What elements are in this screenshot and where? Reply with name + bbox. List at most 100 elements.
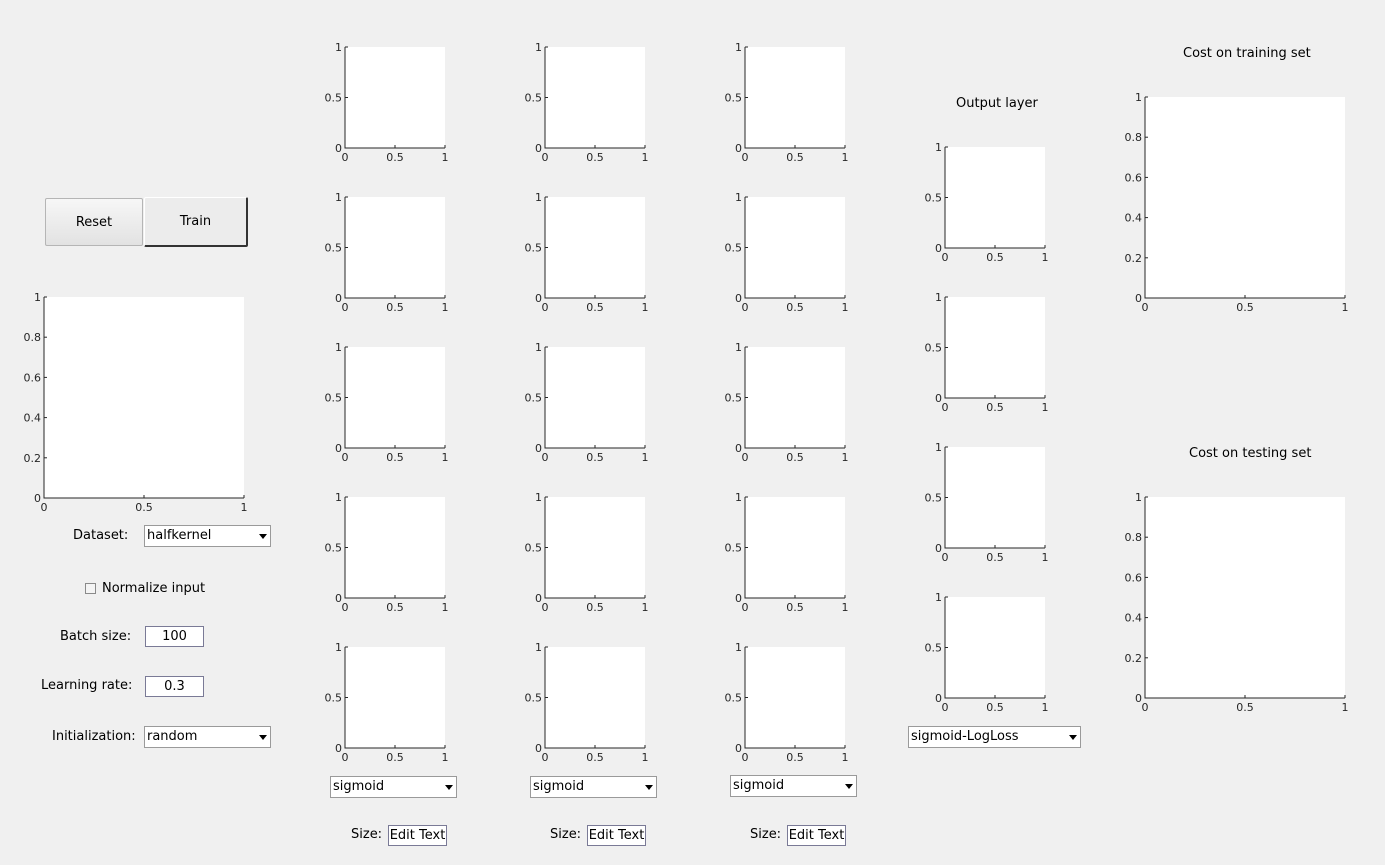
dataset-select-value: halfkernel: [147, 528, 212, 543]
y-tick-label: 0: [34, 492, 41, 505]
x-tick-label: 0.5: [586, 151, 604, 164]
x-tick-label: 0.5: [386, 301, 404, 314]
y-tick-label: 1: [335, 641, 342, 654]
x-tick-label: 0.5: [786, 151, 804, 164]
normalize-checkbox[interactable]: [85, 583, 96, 594]
y-tick-label: 1: [935, 591, 942, 604]
batch-size-input[interactable]: [145, 626, 204, 647]
initialization-select[interactable]: random: [144, 726, 271, 748]
y-tick-label: 0: [335, 592, 342, 605]
y-tick-label: 0: [1135, 692, 1142, 705]
x-tick-label: 0: [41, 501, 48, 514]
x-tick-label: 0: [942, 701, 949, 714]
y-tick-label: 0: [735, 442, 742, 455]
hidden-layer-3-size-input[interactable]: [787, 825, 846, 846]
hidden-layer-3-neuron-4-axes: 0 0.5 1 0 0.5 1: [725, 491, 849, 614]
y-tick-label: 0.5: [525, 692, 543, 705]
y-tick-label: 1: [535, 191, 542, 204]
x-tick-label: 0.5: [586, 601, 604, 614]
hidden-layer-3-neuron-3-axes: 0 0.5 1 0 0.5 1: [725, 341, 849, 464]
hidden-layer-1-neuron-3-axes-plot-area: [345, 347, 445, 448]
output-neuron-4-axes-plot-area: [945, 597, 1045, 698]
hidden-layer-2-size-label: Size:: [550, 827, 582, 842]
y-tick-label: 0: [735, 742, 742, 755]
y-tick-label: 0.4: [24, 412, 42, 425]
output-layer-title: Output layer: [956, 96, 1038, 111]
hidden-layer-3-neuron-1-axes-plot-area: [745, 47, 845, 148]
x-tick-label: 1: [1042, 701, 1049, 714]
hidden-layer-3-neuron-5-axes-plot-area: [745, 647, 845, 748]
x-tick-label: 0.5: [386, 151, 404, 164]
y-tick-label: 0: [535, 742, 542, 755]
y-tick-label: 1: [535, 641, 542, 654]
hidden-layer-3-neuron-4-axes-plot-area: [745, 497, 845, 598]
learning-rate-input[interactable]: [145, 676, 204, 697]
x-tick-label: 0: [342, 151, 349, 164]
hidden-layer-2-neuron-4-axes-plot-area: [545, 497, 645, 598]
y-tick-label: 0.2: [24, 452, 42, 465]
chevron-down-icon: [1069, 735, 1077, 740]
hidden-layer-2-neuron-4-axes: 0 0.5 1 0 0.5 1: [525, 491, 649, 614]
y-tick-label: 0.2: [1125, 252, 1143, 265]
x-tick-label: 0: [542, 751, 549, 764]
y-tick-label: 0: [935, 242, 942, 255]
x-tick-label: 0: [542, 151, 549, 164]
x-tick-label: 1: [1342, 301, 1349, 314]
hidden-layer-3-activation-select[interactable]: sigmoid: [730, 775, 857, 797]
output-activation-select[interactable]: sigmoid-LogLoss: [908, 726, 1081, 748]
x-tick-label: 0: [942, 551, 949, 564]
output-neuron-1-axes: 0 0.5 1 0 0.5 1: [925, 141, 1049, 264]
x-tick-label: 0.5: [386, 751, 404, 764]
hidden-layer-1-activation-select[interactable]: sigmoid: [330, 776, 457, 798]
x-tick-label: 1: [642, 451, 649, 464]
x-tick-label: 1: [642, 601, 649, 614]
y-tick-label: 0.5: [725, 92, 743, 105]
cost-training-title: Cost on training set: [1183, 46, 1311, 61]
train-button[interactable]: Train: [144, 197, 248, 247]
hidden-layer-2-size-input[interactable]: [587, 825, 646, 846]
x-tick-label: 1: [842, 151, 849, 164]
y-tick-label: 0: [1135, 292, 1142, 305]
x-tick-label: 0: [742, 301, 749, 314]
hidden-layer-2-neuron-3-axes-plot-area: [545, 347, 645, 448]
y-tick-label: 0: [335, 742, 342, 755]
hidden-layer-1-neuron-2-axes: 0 0.5 1 0 0.5 1: [325, 191, 449, 314]
output-neuron-3-axes: 0 0.5 1 0 0.5 1: [925, 441, 1049, 564]
x-tick-label: 0: [542, 451, 549, 464]
reset-button-label: Reset: [75, 214, 113, 230]
dataset-select[interactable]: halfkernel: [144, 525, 271, 547]
x-tick-label: 0: [342, 601, 349, 614]
x-tick-label: 0.5: [586, 301, 604, 314]
y-tick-label: 0: [535, 292, 542, 305]
y-tick-label: 1: [1135, 491, 1142, 504]
y-tick-label: 1: [1135, 91, 1142, 104]
hidden-layer-1-size-input[interactable]: [388, 825, 447, 846]
hidden-layer-1-neuron-4-axes: 0 0.5 1 0 0.5 1: [325, 491, 449, 614]
output-neuron-1-axes-plot-area: [945, 147, 1045, 248]
hidden-layer-2-activation-select[interactable]: sigmoid: [530, 776, 657, 798]
x-tick-label: 0: [742, 601, 749, 614]
chevron-down-icon: [259, 534, 267, 539]
y-tick-label: 0.5: [925, 642, 943, 655]
y-tick-label: 0.5: [925, 492, 943, 505]
hidden-layer-1-neuron-2-axes-plot-area: [345, 197, 445, 298]
x-tick-label: 0.5: [586, 451, 604, 464]
x-tick-label: 1: [241, 501, 248, 514]
hidden-layer-3-activation-value: sigmoid: [733, 778, 785, 793]
y-tick-label: 0.5: [325, 242, 343, 255]
x-tick-label: 0.5: [786, 601, 804, 614]
y-tick-label: 0: [935, 392, 942, 405]
x-tick-label: 0: [942, 401, 949, 414]
x-tick-label: 1: [642, 751, 649, 764]
y-tick-label: 1: [735, 341, 742, 354]
x-tick-label: 0: [342, 301, 349, 314]
x-tick-label: 1: [1342, 701, 1349, 714]
x-tick-label: 0.5: [786, 301, 804, 314]
y-tick-label: 0: [535, 442, 542, 455]
x-tick-label: 0.5: [386, 451, 404, 464]
y-tick-label: 0.5: [325, 92, 343, 105]
x-tick-label: 1: [842, 301, 849, 314]
output-neuron-2-axes-plot-area: [945, 297, 1045, 398]
y-tick-label: 1: [335, 191, 342, 204]
reset-button[interactable]: Reset: [45, 198, 143, 246]
